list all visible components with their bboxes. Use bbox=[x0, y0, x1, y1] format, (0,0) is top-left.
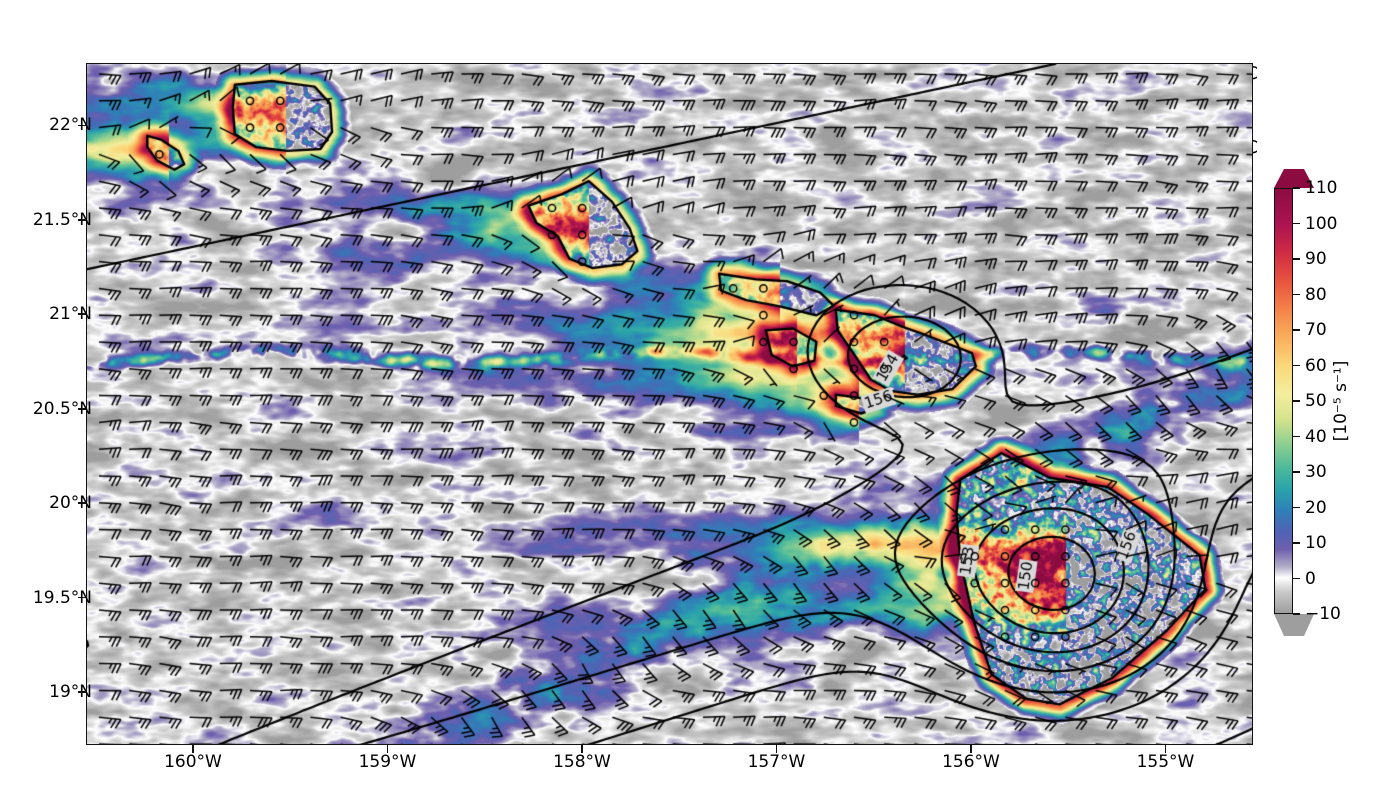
colorbar-tick-mark bbox=[1293, 222, 1300, 225]
y-tick-label: 19.5°N bbox=[32, 587, 92, 608]
colorbar-tick-mark bbox=[1293, 613, 1300, 615]
colorbar-tick-mark bbox=[1293, 542, 1300, 544]
colorbar-tick-mark bbox=[1293, 187, 1300, 189]
colorbar-tick-mark bbox=[1293, 577, 1300, 580]
colorbar-tick-label: 70 bbox=[1305, 320, 1327, 340]
colorbar-extend-max-arrow bbox=[1273, 169, 1314, 188]
y-tick-mark bbox=[78, 691, 86, 693]
y-tick-mark bbox=[78, 219, 86, 221]
colorbar-tick-mark bbox=[1293, 400, 1300, 402]
x-tick-mark bbox=[1164, 745, 1167, 753]
colorbar-axis-label: [10⁻⁵ s⁻¹] bbox=[1331, 360, 1351, 442]
y-tick-label: 19°N bbox=[49, 682, 92, 703]
colorbar[interactable]: 110 100 90 80 70 60 50 40 30 20 10 0 −10 bbox=[1273, 169, 1341, 636]
colorbar-gradient bbox=[1274, 188, 1293, 614]
x-tick-label: 157°W bbox=[747, 752, 806, 772]
x-tick-label: 158°W bbox=[553, 752, 611, 772]
colorbar-tick-label: 30 bbox=[1305, 462, 1327, 482]
y-tick-label: 20.5°N bbox=[32, 398, 92, 419]
colorbar-tick-label: 110 bbox=[1305, 178, 1338, 198]
colorbar-tick-label: 10 bbox=[1305, 533, 1327, 553]
colorbar-tick-mark bbox=[1293, 506, 1300, 509]
colorbar-tick-label: 0 bbox=[1305, 568, 1316, 589]
wind-barb-layer bbox=[87, 64, 1252, 744]
y-tick-label: 21.5°N bbox=[32, 209, 92, 230]
colorbar-tick-label: −10 bbox=[1305, 604, 1341, 624]
x-tick-mark bbox=[970, 745, 972, 753]
colorbar-tick-label: 100 bbox=[1305, 213, 1338, 234]
y-tick-label: 22°N bbox=[49, 115, 92, 136]
map-plot-layers bbox=[87, 64, 1252, 744]
colorbar-tick-label: 60 bbox=[1305, 355, 1327, 376]
x-tick-label: 160°W bbox=[164, 752, 222, 772]
y-tick-mark bbox=[78, 313, 86, 316]
colorbar-tick-mark bbox=[1293, 258, 1300, 260]
y-tick-mark bbox=[78, 407, 86, 410]
y-tick-label: 21°N bbox=[49, 304, 92, 325]
colorbar-tick-label: 50 bbox=[1305, 391, 1327, 411]
map-axes[interactable] bbox=[86, 63, 1253, 745]
y-tick-mark bbox=[78, 502, 86, 504]
colorbar-tick-mark bbox=[1293, 329, 1300, 331]
colorbar-tick-mark bbox=[1293, 293, 1300, 296]
colorbar-tick-mark bbox=[1293, 364, 1300, 367]
colorbar-extend-min-arrow bbox=[1273, 614, 1314, 636]
colorbar-tick-mark bbox=[1293, 471, 1300, 473]
x-tick-mark bbox=[581, 745, 583, 753]
y-tick-mark bbox=[78, 596, 86, 599]
x-tick-mark bbox=[386, 745, 389, 753]
colorbar-tick-label: 90 bbox=[1305, 249, 1327, 269]
x-tick-label: 159°W bbox=[358, 752, 417, 772]
colorbar-tick-label: 40 bbox=[1305, 426, 1327, 447]
colorbar-tick-label: 20 bbox=[1305, 497, 1327, 518]
colorbar-tick-label: 80 bbox=[1305, 284, 1327, 305]
x-tick-mark bbox=[775, 745, 778, 753]
x-tick-label: 155°W bbox=[1136, 752, 1195, 772]
x-tick-mark bbox=[192, 745, 194, 753]
x-tick-label: 156°W bbox=[942, 752, 1000, 772]
y-tick-label: 20°N bbox=[49, 493, 92, 514]
y-tick-mark bbox=[78, 124, 86, 127]
colorbar-tick-mark bbox=[1293, 435, 1300, 438]
